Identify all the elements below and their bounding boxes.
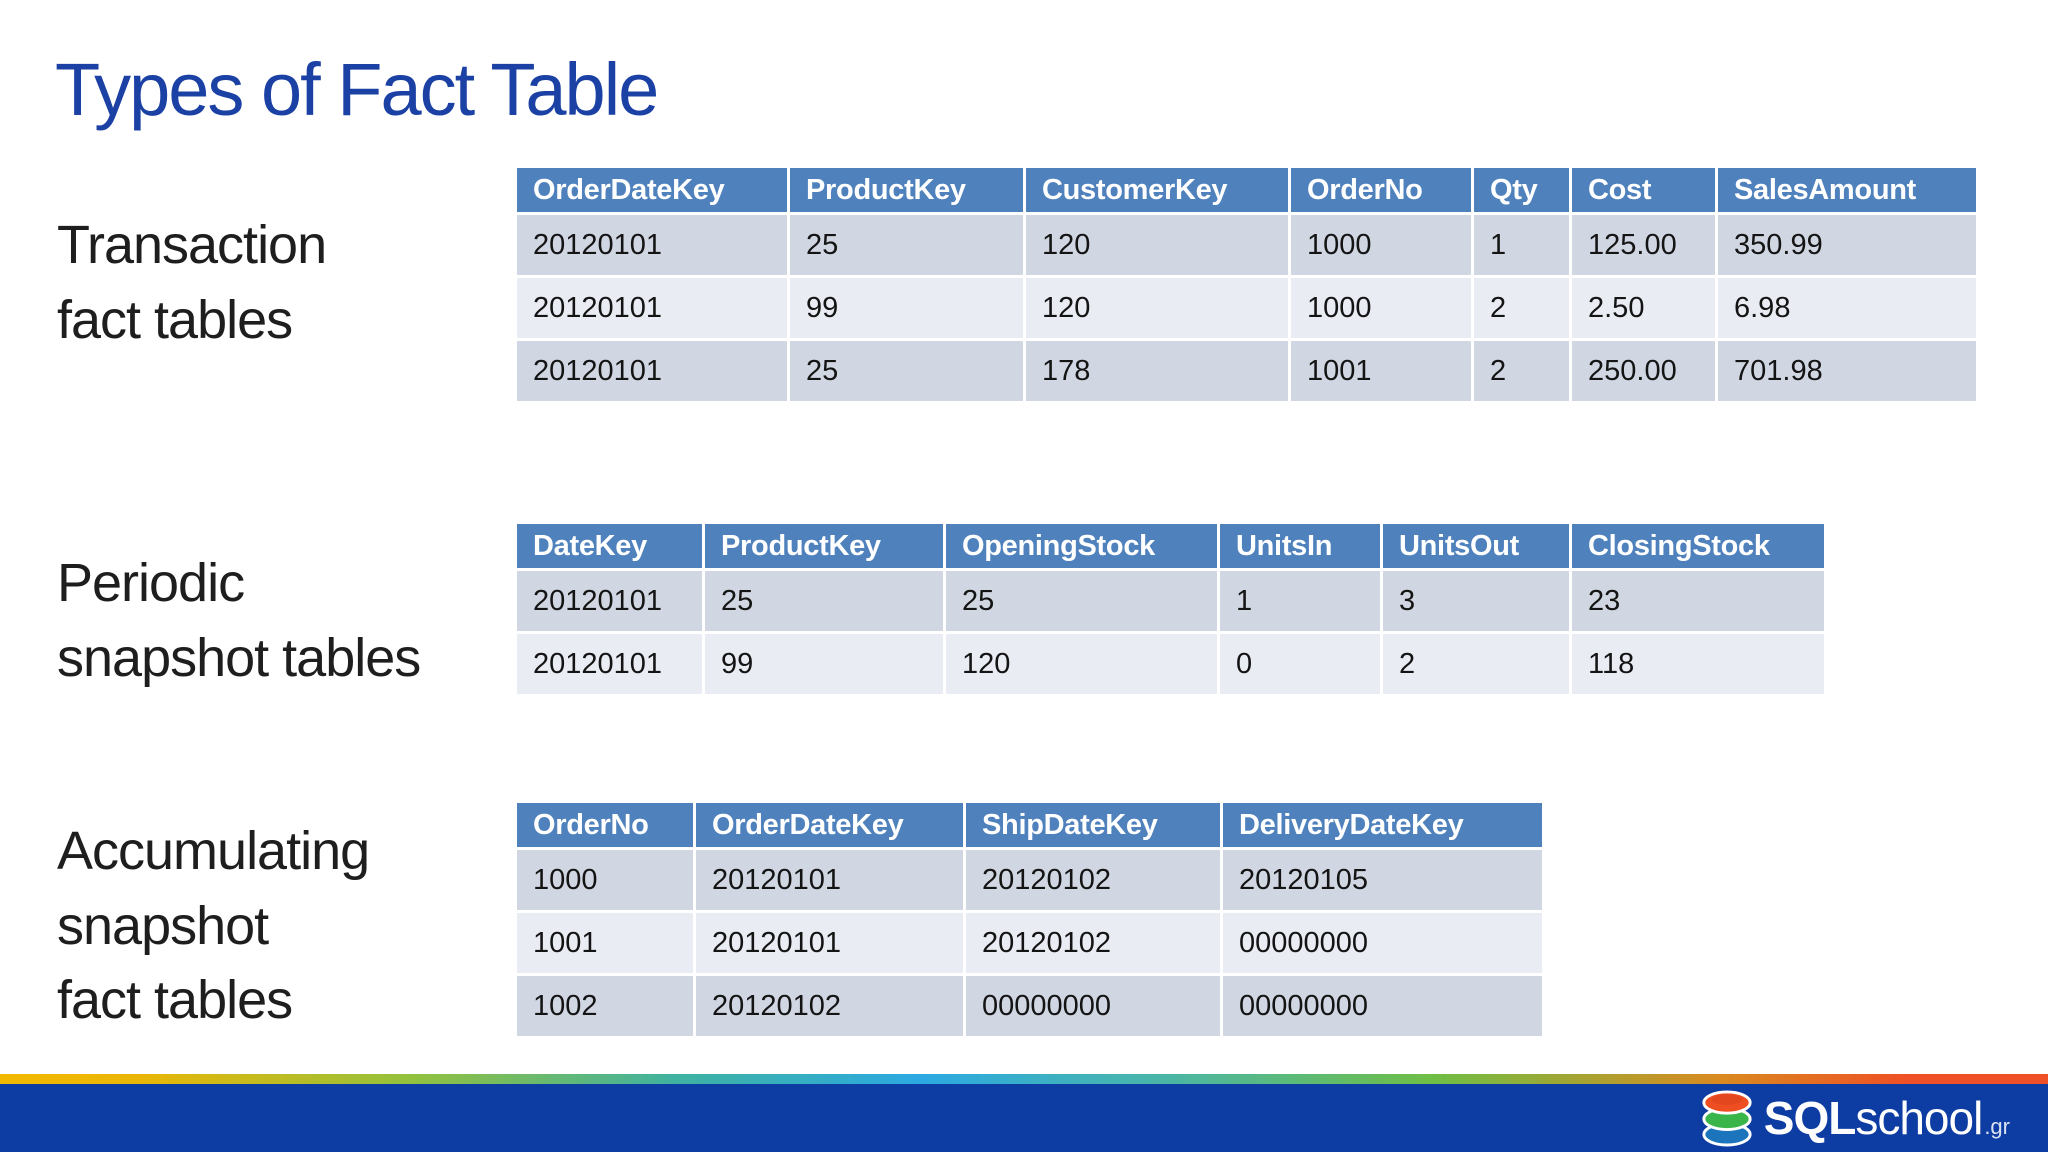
brand-text: SQL school .gr: [1764, 1095, 2010, 1141]
table-cell: 99: [705, 634, 943, 694]
section-label-line: Transaction: [57, 215, 327, 275]
accumulating-snapshot-table: OrderNo OrderDateKey ShipDateKey Deliver…: [514, 800, 1545, 1039]
table-cell: 1: [1220, 571, 1380, 631]
page-title: Types of Fact Table: [55, 47, 659, 131]
table-header-row: OrderNo OrderDateKey ShipDateKey Deliver…: [517, 803, 1542, 847]
table-cell: 1: [1474, 215, 1569, 275]
column-header: OrderNo: [1291, 168, 1471, 212]
section-label-line: Accumulating: [57, 821, 370, 881]
table-cell: 20120102: [966, 913, 1220, 973]
table-cell: 20120105: [1223, 850, 1542, 910]
table-cell: 20120101: [696, 913, 963, 973]
table-cell: 00000000: [1223, 976, 1542, 1036]
table-cell: 1000: [1291, 215, 1471, 275]
table-cell: 0: [1220, 634, 1380, 694]
column-header: Qty: [1474, 168, 1569, 212]
table-cell: 25: [790, 215, 1023, 275]
table-row: 20120101 25 178 1001 2 250.00 701.98: [517, 341, 1976, 401]
table-cell: 2: [1474, 341, 1569, 401]
table-cell: 20120102: [696, 976, 963, 1036]
table-row: 1001 20120101 20120102 00000000: [517, 913, 1542, 973]
column-header: OrderDateKey: [517, 168, 787, 212]
column-header: CustomerKey: [1026, 168, 1288, 212]
table-cell: 25: [705, 571, 943, 631]
table-row: 1000 20120101 20120102 20120105: [517, 850, 1542, 910]
table-cell: 1001: [517, 913, 693, 973]
section-label-transaction: Transaction fact tables: [57, 208, 327, 357]
table-cell: 118: [1572, 634, 1824, 694]
table-row: 20120101 25 25 1 3 23: [517, 571, 1824, 631]
column-header: OrderDateKey: [696, 803, 963, 847]
table-cell: 2: [1474, 278, 1569, 338]
table-cell: 350.99: [1718, 215, 1976, 275]
table-cell: 00000000: [1223, 913, 1542, 973]
column-header: UnitsIn: [1220, 524, 1380, 568]
table-cell: 1000: [517, 850, 693, 910]
table-cell: 2: [1383, 634, 1569, 694]
column-header: Cost: [1572, 168, 1715, 212]
column-header: SalesAmount: [1718, 168, 1976, 212]
periodic-snapshot-table: DateKey ProductKey OpeningStock UnitsIn …: [514, 521, 1827, 697]
table-cell: 20120101: [517, 278, 787, 338]
section-label-accumulating: Accumulating snapshot fact tables: [57, 814, 370, 1038]
table-cell: 20120101: [517, 341, 787, 401]
brand-gr: .gr: [1984, 1114, 2010, 1139]
table-row: 1002 20120102 00000000 00000000: [517, 976, 1542, 1036]
brand-school: school: [1855, 1092, 1983, 1144]
table-row: 20120101 99 120 1000 2 2.50 6.98: [517, 278, 1976, 338]
table-cell: 25: [790, 341, 1023, 401]
table-cell: 20120101: [517, 215, 787, 275]
table-cell: 120: [1026, 215, 1288, 275]
column-header: DeliveryDateKey: [1223, 803, 1542, 847]
column-header: ProductKey: [790, 168, 1023, 212]
table-cell: 23: [1572, 571, 1824, 631]
table-cell: 6.98: [1718, 278, 1976, 338]
table-cell: 20120101: [517, 634, 702, 694]
section-label-periodic: Periodic snapshot tables: [57, 546, 421, 695]
section-label-line: fact tables: [57, 289, 293, 350]
column-header: UnitsOut: [1383, 524, 1569, 568]
table-row: 20120101 99 120 0 2 118: [517, 634, 1824, 694]
table-cell: 120: [1026, 278, 1288, 338]
table-cell: 1000: [1291, 278, 1471, 338]
table-cell: 20120102: [966, 850, 1220, 910]
column-header: ClosingStock: [1572, 524, 1824, 568]
table-row: 20120101 25 120 1000 1 125.00 350.99: [517, 215, 1976, 275]
column-header: ShipDateKey: [966, 803, 1220, 847]
footer-bar: SQL school .gr: [0, 1084, 2048, 1152]
brand-sql: SQL: [1763, 1092, 1857, 1144]
sqlschool-logo: SQL school .gr: [1700, 1084, 2010, 1152]
table-cell: 701.98: [1718, 341, 1976, 401]
section-label-line: snapshot: [57, 895, 269, 956]
table-cell: 2.50: [1572, 278, 1715, 338]
table-cell: 120: [946, 634, 1217, 694]
column-header: DateKey: [517, 524, 702, 568]
database-icon: [1702, 1090, 1752, 1147]
table-cell: 99: [790, 278, 1023, 338]
table-cell: 25: [946, 571, 1217, 631]
table-header-row: OrderDateKey ProductKey CustomerKey Orde…: [517, 168, 1976, 212]
section-label-line: Periodic: [57, 553, 245, 613]
column-header: OrderNo: [517, 803, 693, 847]
table-header-row: DateKey ProductKey OpeningStock UnitsIn …: [517, 524, 1824, 568]
table-cell: 1002: [517, 976, 693, 1036]
table-cell: 20120101: [696, 850, 963, 910]
section-label-line: fact tables: [57, 970, 293, 1031]
table-cell: 178: [1026, 341, 1288, 401]
table-cell: 1001: [1291, 341, 1471, 401]
table-cell: 250.00: [1572, 341, 1715, 401]
column-header: OpeningStock: [946, 524, 1217, 568]
transaction-fact-table: OrderDateKey ProductKey CustomerKey Orde…: [514, 165, 1979, 404]
table-cell: 20120101: [517, 571, 702, 631]
table-cell: 125.00: [1572, 215, 1715, 275]
table-cell: 00000000: [966, 976, 1220, 1036]
column-header: ProductKey: [705, 524, 943, 568]
section-label-line: snapshot tables: [57, 627, 421, 688]
table-cell: 3: [1383, 571, 1569, 631]
footer-accent-stripe: [0, 1074, 2048, 1084]
